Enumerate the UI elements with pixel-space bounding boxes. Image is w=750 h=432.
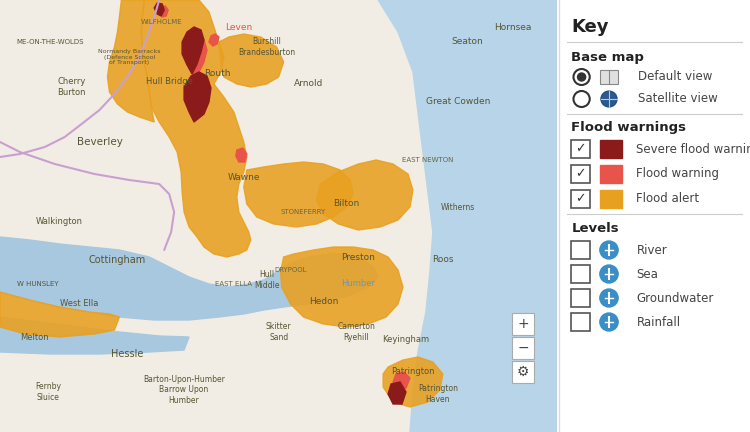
Circle shape: [600, 313, 618, 331]
Text: ✓: ✓: [575, 143, 586, 156]
Text: Hedon: Hedon: [309, 298, 338, 306]
Text: ⚙: ⚙: [518, 365, 530, 379]
Polygon shape: [219, 34, 284, 87]
Text: Patrington
Haven: Patrington Haven: [418, 384, 458, 403]
Polygon shape: [141, 0, 250, 257]
Polygon shape: [378, 0, 557, 432]
Text: Leven: Leven: [225, 22, 253, 32]
Text: Default view: Default view: [638, 70, 712, 83]
Polygon shape: [107, 0, 154, 122]
Text: Cherry
Burton: Cherry Burton: [58, 77, 86, 97]
Text: ✓: ✓: [575, 168, 586, 181]
Circle shape: [600, 241, 618, 259]
Text: +: +: [518, 317, 530, 331]
Text: West Ella: West Ella: [61, 299, 99, 308]
Text: Flood warnings: Flood warnings: [572, 121, 686, 134]
Polygon shape: [383, 357, 442, 407]
Text: WILFHOLME: WILFHOLME: [140, 19, 182, 25]
Text: Hessle: Hessle: [111, 349, 143, 359]
Text: Key: Key: [572, 18, 609, 36]
Text: DRYPOOL: DRYPOOL: [274, 267, 307, 273]
Text: Fernby
Sluice: Fernby Sluice: [34, 382, 61, 402]
Text: Roos: Roos: [432, 255, 454, 264]
Text: Base map: Base map: [572, 51, 644, 64]
Text: STONEFERRY: STONEFERRY: [281, 209, 326, 215]
Bar: [512, 361, 534, 383]
Text: Beverley: Beverley: [76, 137, 122, 147]
Text: Normandy Barracks
(Defence School
of Transport): Normandy Barracks (Defence School of Tra…: [98, 49, 160, 65]
Bar: [512, 337, 534, 359]
Text: Burshill
Brandesburton: Burshill Brandesburton: [238, 37, 296, 57]
Text: Patrington: Patrington: [392, 368, 435, 377]
Bar: [572, 313, 590, 331]
Bar: [600, 70, 618, 84]
Circle shape: [600, 289, 618, 307]
Text: Bilton: Bilton: [333, 200, 359, 209]
Bar: [600, 140, 622, 158]
Text: Preston: Preston: [341, 252, 375, 261]
Polygon shape: [184, 72, 211, 122]
Text: Seaton: Seaton: [452, 38, 484, 47]
Text: Witherns: Witherns: [440, 203, 475, 212]
Circle shape: [574, 69, 590, 85]
Text: ✓: ✓: [575, 193, 586, 206]
Bar: [572, 241, 590, 259]
Polygon shape: [280, 247, 403, 327]
Text: Great Cowden: Great Cowden: [425, 98, 490, 107]
Bar: [512, 313, 534, 335]
Text: Hull Bridge: Hull Bridge: [146, 77, 193, 86]
Text: EAST NEWTON: EAST NEWTON: [402, 157, 454, 163]
Polygon shape: [244, 162, 353, 227]
Text: Wawne: Wawne: [227, 172, 260, 181]
Text: EAST ELLA: EAST ELLA: [215, 281, 252, 287]
Text: Rainfall: Rainfall: [637, 315, 680, 328]
Polygon shape: [0, 292, 119, 337]
Bar: [600, 190, 622, 208]
Text: Cottingham: Cottingham: [88, 255, 146, 265]
Text: Skitter
Sand: Skitter Sand: [266, 322, 292, 342]
Text: Walkington: Walkington: [36, 217, 83, 226]
Polygon shape: [184, 37, 207, 77]
Text: Camerton
Ryehill: Camerton Ryehill: [338, 322, 375, 342]
Polygon shape: [0, 237, 378, 320]
Text: Flood alert: Flood alert: [637, 193, 700, 206]
Text: W HUNSLEY: W HUNSLEY: [17, 281, 58, 287]
Polygon shape: [393, 372, 410, 390]
Polygon shape: [0, 317, 189, 354]
Polygon shape: [159, 6, 168, 17]
Text: Arnold: Arnold: [294, 79, 323, 89]
Text: Flood warning: Flood warning: [637, 168, 719, 181]
Text: River: River: [637, 244, 668, 257]
Text: ME-ON-THE-WOLDS: ME-ON-THE-WOLDS: [16, 39, 83, 45]
Text: Keyingham: Keyingham: [382, 336, 430, 344]
Bar: [600, 165, 622, 183]
Bar: [572, 289, 590, 307]
Bar: [572, 190, 590, 208]
Text: Satellite view: Satellite view: [638, 92, 718, 105]
Polygon shape: [236, 148, 247, 162]
Bar: [572, 265, 590, 283]
Polygon shape: [388, 382, 406, 404]
Text: Severe flood warning: Severe flood warning: [637, 143, 750, 156]
Text: Melton: Melton: [20, 333, 50, 342]
Text: Hull
Middle: Hull Middle: [254, 270, 280, 290]
Circle shape: [600, 265, 618, 283]
Circle shape: [578, 73, 586, 81]
Bar: [572, 165, 590, 183]
Polygon shape: [182, 27, 204, 74]
Circle shape: [574, 91, 590, 107]
Text: Routh: Routh: [204, 70, 230, 79]
Bar: [572, 140, 590, 158]
Polygon shape: [209, 34, 219, 46]
Circle shape: [601, 91, 617, 107]
Text: Humber: Humber: [341, 280, 375, 289]
Text: −: −: [518, 341, 530, 355]
Text: Levels: Levels: [572, 222, 619, 235]
Polygon shape: [316, 160, 413, 230]
Text: Barton-Upon-Humber
Barrow Upon
Humber: Barton-Upon-Humber Barrow Upon Humber: [143, 375, 225, 405]
Text: Hornsea: Hornsea: [494, 22, 531, 32]
Text: Sea: Sea: [637, 267, 658, 280]
Polygon shape: [154, 3, 164, 16]
Text: Groundwater: Groundwater: [637, 292, 714, 305]
